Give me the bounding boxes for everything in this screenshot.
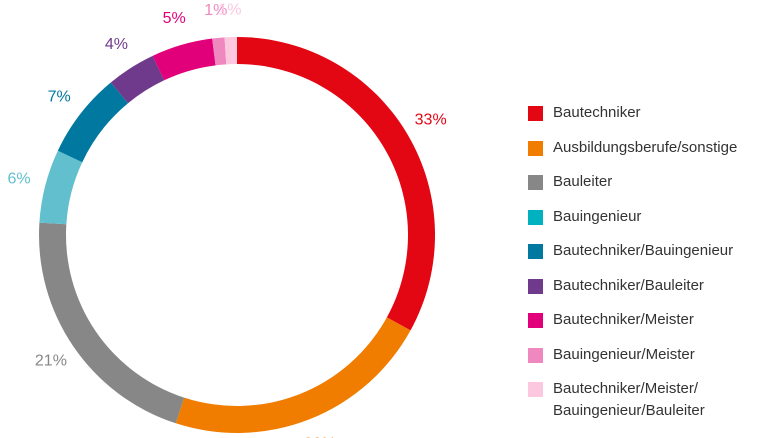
legend-item: Bauingenieur — [528, 208, 737, 243]
slice — [110, 55, 165, 104]
legend-label: Bautechniker/Bauleiter — [553, 276, 704, 294]
legend-swatch — [528, 313, 543, 328]
data-label: 22% — [304, 435, 336, 438]
data-label: 6% — [8, 170, 31, 187]
legend-swatch — [528, 278, 543, 294]
data-label: 7% — [48, 88, 71, 105]
legend-label: Bauingenieur — [553, 207, 642, 225]
data-label: 21% — [35, 353, 67, 370]
legend-swatch — [528, 175, 543, 190]
slice — [39, 222, 185, 424]
slice — [57, 82, 129, 163]
legend-label: Bautechniker/Meister/ Bauingenieur/Baule… — [553, 380, 705, 419]
slice — [152, 38, 216, 81]
legend-item: Ausbildungsberufe/sonstige — [528, 139, 737, 174]
legend: Bautechniker Ausbildungsberufe/sonstige Ba… — [528, 104, 737, 419]
legend-swatch — [528, 244, 543, 259]
legend-swatch — [528, 209, 543, 225]
legend-item: Bautechniker/Meister/ Bauingenieur/Baule… — [528, 380, 737, 419]
legend-swatch — [528, 382, 543, 397]
data-label: 1% — [204, 2, 227, 19]
data-label: 33% — [415, 112, 447, 129]
legend-label: Bautechniker/Bauingenieur — [553, 242, 734, 259]
slice — [237, 37, 436, 331]
legend-item: Bauleiter — [528, 173, 737, 208]
slice — [224, 37, 237, 65]
data-label: 1% — [218, 1, 241, 18]
legend-swatch — [528, 140, 543, 156]
legend-item: Bautechniker/Bauleiter — [528, 277, 737, 312]
slice — [212, 37, 227, 66]
legend-label: Bauleiter — [553, 173, 613, 190]
legend-label: Bautechniker — [553, 104, 641, 121]
legend-item: Bautechniker — [528, 104, 737, 139]
legend-item: Bauingenieur/Meister — [528, 346, 737, 381]
data-label: 4% — [105, 36, 128, 53]
legend-label: Bautechniker/Meister — [553, 311, 694, 328]
data-label: 5% — [163, 10, 186, 27]
legend-label: Bauingenieur/Meister — [553, 345, 695, 363]
legend-item: Bautechniker/Meister — [528, 311, 737, 346]
slice — [39, 150, 83, 225]
slice — [175, 317, 411, 433]
legend-item: Bautechniker/Bauingenieur — [528, 242, 737, 277]
legend-swatch — [528, 347, 543, 363]
legend-swatch — [528, 106, 543, 121]
legend-label: Ausbildungsberufe/sonstige — [553, 138, 738, 156]
